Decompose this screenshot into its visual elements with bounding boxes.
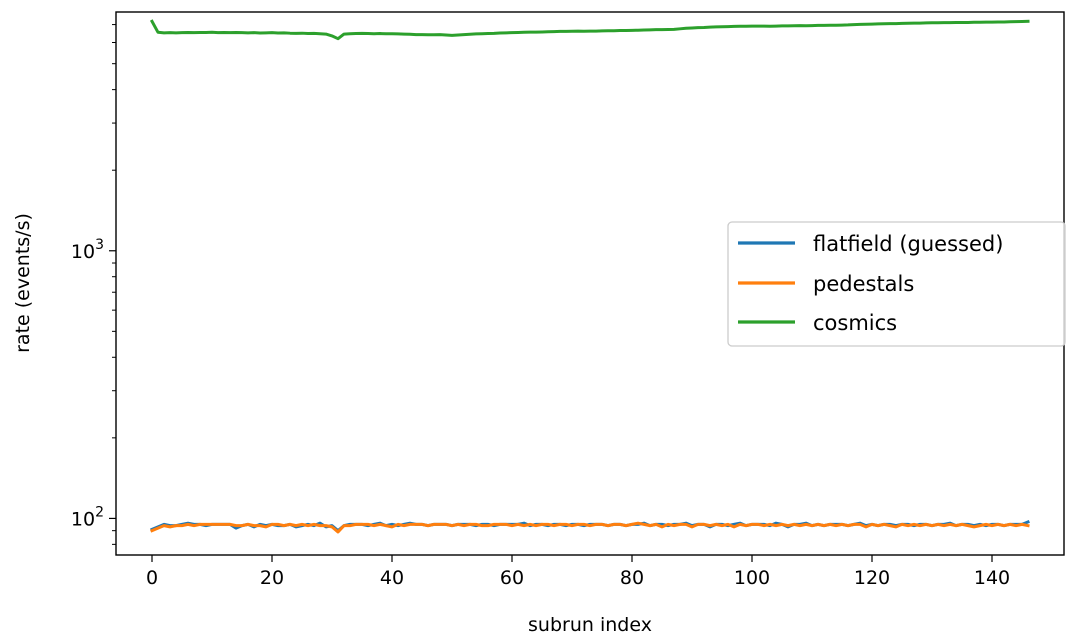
series-layer (149, 19, 1030, 534)
x-tick-label: 140 (974, 567, 1010, 589)
x-tick-label: 60 (500, 567, 524, 589)
x-tick-label: 120 (854, 567, 890, 589)
x-axis-label: subrun index (528, 614, 652, 636)
series-line-cosmics (149, 19, 1030, 41)
legend-label-pedestals: pedestals (813, 272, 914, 296)
legend: flatfield (guessed) pedestals cosmics (727, 221, 1066, 347)
legend-label-flatfield: flatfield (guessed) (813, 232, 1003, 256)
x-tick-label: 80 (620, 567, 644, 589)
y-tick-label: 102 (71, 504, 104, 530)
x-tick-label: 20 (260, 567, 284, 589)
series-line-pedestals (150, 521, 1030, 534)
x-tick-label: 0 (146, 567, 158, 589)
legend-label-cosmics: cosmics (813, 311, 897, 335)
legend-box (727, 221, 1066, 347)
y-axis-label: rate (events/s) (12, 213, 34, 353)
x-tick-label: 100 (734, 567, 770, 589)
x-tick-label: 40 (380, 567, 404, 589)
